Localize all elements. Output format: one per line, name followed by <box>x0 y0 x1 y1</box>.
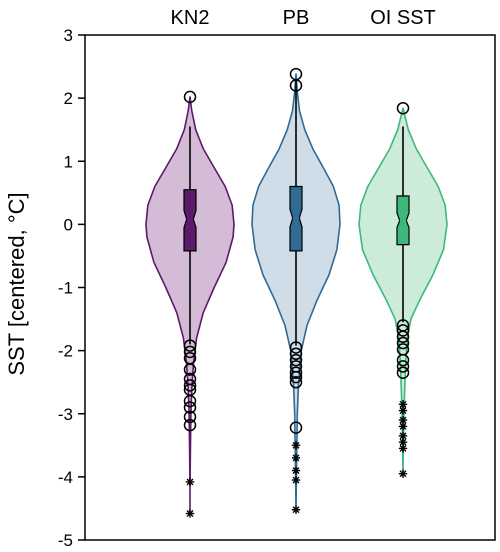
outlier-circle-pb <box>289 347 303 361</box>
boxplots <box>183 80 410 346</box>
outlier-circle-oi-sst <box>396 101 410 115</box>
outlier-circle-kn2 <box>183 418 197 432</box>
category-label-pb: PB <box>283 7 310 29</box>
outlier-circle-pb <box>289 366 303 379</box>
outlier-circle-oi-sst <box>396 360 410 373</box>
y-axis-label: SST [centered, °C] <box>4 192 29 375</box>
outlier-circle-oi-sst <box>396 366 410 379</box>
box-kn2 <box>183 189 197 252</box>
outlier-star-pb <box>291 475 301 485</box>
outlier-star-pb <box>291 453 301 463</box>
outlier-circle-pb <box>289 421 303 434</box>
y-tick-label: -3 <box>58 405 73 424</box>
outlier-circle-kn2 <box>183 90 197 104</box>
outlier-star-kn2 <box>185 509 195 518</box>
outlier-star-pb <box>291 466 301 475</box>
y-tick-label: -4 <box>58 468 73 487</box>
outlier-circle-oi-sst <box>396 324 410 337</box>
outlier-circle-oi-sst <box>396 336 410 350</box>
box-pb <box>289 185 303 252</box>
outlier-circle-pb <box>289 353 303 367</box>
outlier-circle-kn2 <box>183 345 197 359</box>
outlier-star-oi-sst <box>398 422 408 431</box>
y-tick-label: 1 <box>64 152 73 171</box>
outlier-circle-kn2 <box>183 339 197 352</box>
outlier-star-kn2 <box>185 477 195 487</box>
y-axis: 3 2 1 0 -1 -2 -3 -4 -5 <box>58 26 85 550</box>
outliers <box>183 67 410 518</box>
category-label-kn2: KN2 <box>171 7 210 29</box>
outlier-circle-pb <box>289 375 303 389</box>
outlier-circle-oi-sst <box>396 353 410 367</box>
y-tick-label: 0 <box>64 215 73 234</box>
outlier-circle-kn2 <box>183 410 197 424</box>
y-tick-label: -2 <box>58 342 73 361</box>
category-labels: KN2 PB OI SST <box>171 7 436 29</box>
outlier-star-oi-sst <box>398 406 408 415</box>
outlier-star-pb <box>291 505 301 514</box>
outlier-circle-kn2 <box>183 363 197 376</box>
outlier-circle-pb <box>289 79 303 92</box>
outlier-circle-pb <box>289 370 303 384</box>
y-tick-label: -1 <box>58 279 73 298</box>
y-tick-label: -5 <box>58 531 73 550</box>
outlier-circle-kn2 <box>183 379 197 392</box>
outlier-circle-kn2 <box>183 401 197 414</box>
outlier-star-pb <box>291 441 301 450</box>
outlier-circle-pb <box>289 341 303 354</box>
y-tick-label: 2 <box>64 89 73 108</box>
outlier-circle-oi-sst <box>396 330 410 343</box>
y-tick-label: 3 <box>64 26 73 45</box>
outlier-star-oi-sst <box>398 469 408 478</box>
outlier-star-oi-sst <box>398 444 408 453</box>
outlier-circle-kn2 <box>183 394 197 408</box>
category-label-oi-sst: OI SST <box>370 7 436 29</box>
